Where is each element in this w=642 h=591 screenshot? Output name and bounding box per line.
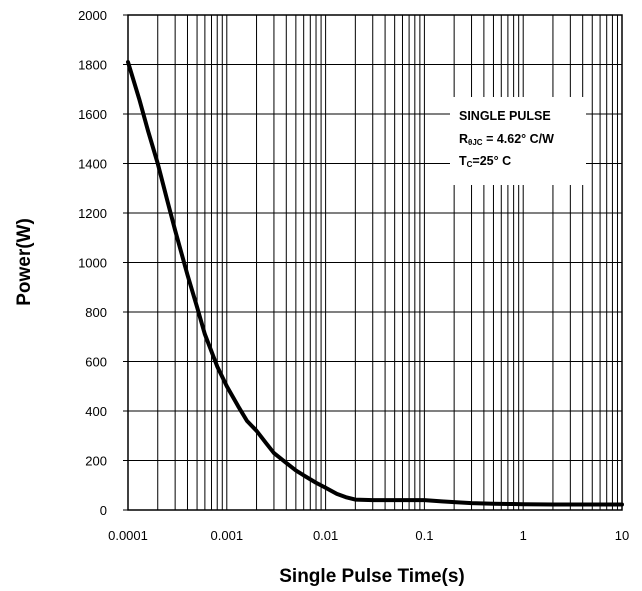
y-tick-label: 600 bbox=[85, 355, 107, 370]
annotation-box: SINGLE PULSE RθJC = 4.62° C/W TC=25° C bbox=[450, 97, 586, 185]
x-tick-label: 0.01 bbox=[313, 528, 338, 543]
y-tick-label: 1800 bbox=[78, 58, 107, 73]
x-tick-label: 0.1 bbox=[415, 528, 433, 543]
y-tick-label: 1200 bbox=[78, 206, 107, 221]
annotation-line-1: SINGLE PULSE bbox=[459, 109, 551, 123]
x-tick-label: 0.001 bbox=[211, 528, 244, 543]
x-tick-label: 1 bbox=[520, 528, 527, 543]
y-tick-label: 1400 bbox=[78, 157, 107, 172]
y-tick-label: 2000 bbox=[78, 8, 107, 23]
y-tick-label: 0 bbox=[100, 503, 107, 518]
annotation-line-3: TC=25° C bbox=[459, 154, 511, 169]
y-tick-label: 1000 bbox=[78, 256, 107, 271]
x-tick-labels: 0.0001 0.001 0.01 0.1 1 10 bbox=[108, 528, 629, 543]
x-tick-label: 0.0001 bbox=[108, 528, 148, 543]
y-axis-title: Power(W) bbox=[14, 218, 35, 306]
grid-lines bbox=[128, 15, 622, 510]
y-tick-label: 800 bbox=[85, 305, 107, 320]
power-curve-line bbox=[126, 60, 624, 507]
x-tick-label: 10 bbox=[615, 528, 629, 543]
y-tick-label: 200 bbox=[85, 454, 107, 469]
y-tick-label: 400 bbox=[85, 404, 107, 419]
x-axis-title: Single Pulse Time(s) bbox=[279, 566, 464, 587]
annotation-background bbox=[450, 97, 586, 185]
annotation-line-2: RθJC = 4.62° C/W bbox=[459, 132, 554, 147]
y-tick-label: 1600 bbox=[78, 107, 107, 122]
y-tick-labels: 0 200 400 600 800 1000 1200 1400 1600 1800 2000 bbox=[78, 8, 107, 518]
